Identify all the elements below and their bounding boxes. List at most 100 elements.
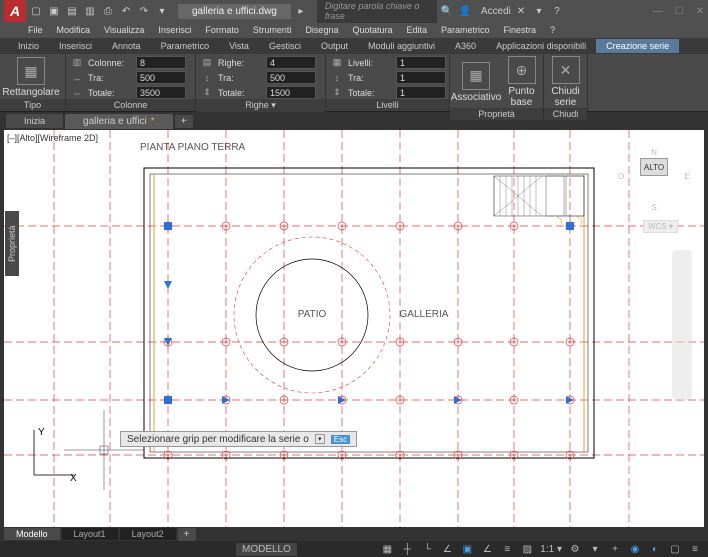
- rows-count-input[interactable]: [266, 56, 316, 69]
- menu-finestra[interactable]: Finestra: [504, 25, 537, 35]
- rows-tra-input[interactable]: [266, 71, 316, 84]
- rows-tot-icon: ⇕: [200, 87, 214, 99]
- rtab-moduli[interactable]: Moduli aggiuntivi: [358, 39, 445, 53]
- qat-dropdown-icon[interactable]: ▾: [154, 3, 170, 19]
- menu-help[interactable]: ?: [550, 25, 555, 35]
- rows-label: Righe:: [218, 58, 262, 68]
- hwaccel-icon[interactable]: ◉: [628, 542, 642, 556]
- crosshair-icon: [64, 410, 144, 490]
- transparency-icon[interactable]: ▨: [520, 542, 534, 556]
- menu-edita[interactable]: Edita: [407, 25, 428, 35]
- qat-redo-icon[interactable]: ↷: [136, 3, 152, 19]
- wcs-badge[interactable]: WCS ▾: [643, 220, 678, 233]
- menu-inserisci[interactable]: Inserisci: [158, 25, 191, 35]
- rtab-annota[interactable]: Annota: [102, 39, 151, 53]
- lvl-count-input[interactable]: [396, 56, 446, 69]
- rtab-parametrico[interactable]: Parametrico: [151, 39, 220, 53]
- lvl-tot-label: Totale:: [348, 88, 392, 98]
- properties-palette-tab[interactable]: Proprietà: [5, 211, 19, 276]
- nav-bar[interactable]: [672, 250, 692, 400]
- login-link[interactable]: Accedi: [481, 6, 511, 17]
- cols-label: Colonne:: [88, 58, 132, 68]
- doc-tab-file[interactable]: galleria e uffici*: [65, 114, 173, 129]
- rtab-inizio[interactable]: Inizio: [8, 39, 49, 53]
- customize-icon[interactable]: ≡: [688, 542, 702, 556]
- cols-tot-input[interactable]: [136, 86, 186, 99]
- rtab-creazione-serie[interactable]: Creazione serie: [596, 39, 679, 53]
- cols-count-input[interactable]: [136, 56, 186, 69]
- rtab-inserisci[interactable]: Inserisci: [49, 39, 102, 53]
- associative-button[interactable]: ▦Associativo: [454, 56, 498, 108]
- rows-tot-input[interactable]: [266, 86, 316, 99]
- clean-icon[interactable]: ▢: [668, 542, 682, 556]
- viewcube-o[interactable]: O: [618, 172, 624, 181]
- panel-righe-title[interactable]: Righe ▾: [196, 99, 325, 112]
- user-icon[interactable]: 👤: [457, 3, 473, 19]
- rows-tra-label: Tra:: [218, 73, 262, 83]
- ortho-icon[interactable]: └: [420, 542, 434, 556]
- lvl-tra-input[interactable]: [396, 71, 446, 84]
- rtab-a360[interactable]: A360: [445, 39, 486, 53]
- qat-save-icon[interactable]: ▤: [64, 3, 80, 19]
- command-opt-icon[interactable]: ▾: [315, 434, 325, 444]
- viewcube-e[interactable]: E: [685, 172, 690, 181]
- help-icon[interactable]: ▾: [531, 3, 547, 19]
- grid-icon[interactable]: ▦: [380, 542, 394, 556]
- menu-disegna[interactable]: Disegna: [305, 25, 338, 35]
- qat-undo-icon[interactable]: ↶: [118, 3, 134, 19]
- viewcube-face[interactable]: ALTO: [640, 158, 668, 176]
- doc-tab-add[interactable]: +: [175, 115, 193, 128]
- qat-saveas-icon[interactable]: ▥: [82, 3, 98, 19]
- workspace-icon[interactable]: +: [608, 542, 622, 556]
- viewcube[interactable]: N O ALTO E S: [632, 158, 676, 202]
- lwt-icon[interactable]: ≡: [500, 542, 514, 556]
- close-icon[interactable]: ✕: [696, 6, 704, 17]
- minimize-icon[interactable]: —: [653, 6, 663, 17]
- menu-file[interactable]: File: [28, 25, 43, 35]
- close-array-button[interactable]: ✕Chiudi serie: [548, 56, 583, 108]
- layout-model[interactable]: Modello: [4, 528, 60, 540]
- menu-modifica[interactable]: Modifica: [57, 25, 91, 35]
- rtab-apps[interactable]: Applicazioni disponibili: [486, 39, 596, 53]
- viewcube-s[interactable]: S: [651, 203, 656, 212]
- rtab-gestisci[interactable]: Gestisci: [259, 39, 311, 53]
- lvl-tot-input[interactable]: [396, 86, 446, 99]
- rect-array-button[interactable]: ▦ Rettangolare: [4, 56, 58, 99]
- qat-open-icon[interactable]: ▣: [46, 3, 62, 19]
- drawing-canvas[interactable]: [–][Alto][Wireframe 2D] PATIOGALLERIAPIA…: [4, 130, 704, 527]
- osnap-icon[interactable]: ▣: [460, 542, 474, 556]
- menu-quotatura[interactable]: Quotatura: [352, 25, 392, 35]
- basepoint-button[interactable]: ⊕Punto base: [504, 56, 539, 108]
- layout-1[interactable]: Layout1: [62, 528, 118, 540]
- menu-formato[interactable]: Formato: [205, 25, 239, 35]
- keyword-search[interactable]: Digitare parola chiave o frase: [317, 0, 437, 23]
- snap-icon[interactable]: ┼: [400, 542, 414, 556]
- rtab-vista[interactable]: Vista: [219, 39, 259, 53]
- polar-icon[interactable]: ∠: [440, 542, 454, 556]
- menu-visualizza[interactable]: Visualizza: [104, 25, 144, 35]
- cols-tra-input[interactable]: [136, 71, 186, 84]
- ribbon: ▦ Rettangolare Tipo ▥Colonne: ↔Tra: ⇔Tot…: [0, 54, 708, 112]
- doc-tab-start[interactable]: Inizia: [6, 114, 63, 128]
- menu-strumenti[interactable]: Strumenti: [253, 25, 292, 35]
- maximize-icon[interactable]: ☐: [675, 6, 684, 17]
- gear-icon[interactable]: ⚙: [568, 542, 582, 556]
- otrack-icon[interactable]: ∠: [480, 542, 494, 556]
- qat-print-icon[interactable]: ⎙: [100, 3, 116, 19]
- search-icon[interactable]: 🔍: [439, 3, 455, 19]
- svg-text:PATIO: PATIO: [298, 309, 327, 320]
- command-prompt[interactable]: Selezionare grip per modificare la serie…: [120, 431, 357, 447]
- command-esc[interactable]: Esc: [331, 435, 350, 444]
- model-toggle[interactable]: MODELLO: [236, 543, 297, 556]
- viewcube-n[interactable]: N: [651, 148, 657, 157]
- menu-parametrico[interactable]: Parametrico: [441, 25, 490, 35]
- rtab-output[interactable]: Output: [311, 39, 358, 53]
- isolate-icon[interactable]: ◐: [648, 542, 662, 556]
- layout-add[interactable]: +: [178, 528, 196, 541]
- anno-vis-icon[interactable]: ▾: [588, 542, 602, 556]
- exchange-icon[interactable]: ✕: [513, 3, 529, 19]
- qat-new-icon[interactable]: ▢: [28, 3, 44, 19]
- layout-2[interactable]: Layout2: [120, 528, 176, 540]
- info-icon[interactable]: ?: [549, 3, 565, 19]
- anno-scale[interactable]: 1:1 ▾: [540, 544, 562, 555]
